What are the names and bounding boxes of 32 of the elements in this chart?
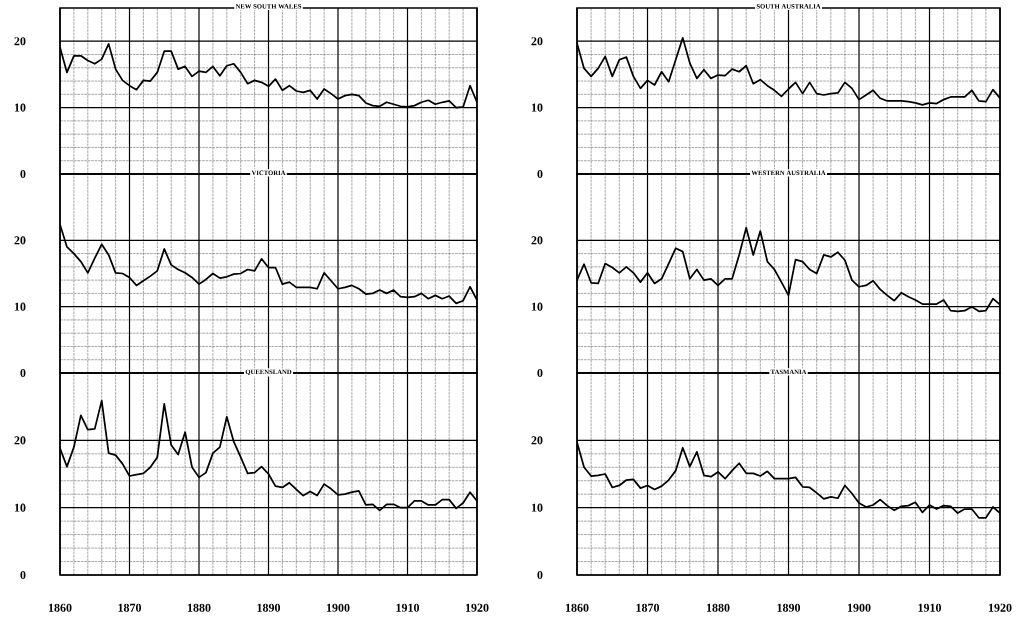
x-tick-label: 1860 [48, 603, 72, 612]
y-tick-label: 20 [14, 236, 26, 245]
y-tick-label: 10 [14, 503, 26, 512]
y-tick-label: 10 [531, 302, 543, 311]
x-tick-label: 1920 [988, 603, 1012, 612]
y-tick-label: 0 [20, 169, 26, 179]
x-tick-label: 1870 [118, 603, 142, 612]
y-tick-label: 10 [14, 302, 26, 311]
y-tick-label: 20 [14, 436, 26, 445]
x-tick-label: 1900 [326, 603, 350, 612]
y-tick-label: 20 [531, 236, 543, 245]
x-tick-label: 1920 [465, 603, 489, 612]
y-tick-label: 20 [531, 436, 543, 445]
y-tick-label: 10 [531, 103, 543, 112]
y-tick-label: 0 [537, 570, 543, 580]
y-tick-label: 20 [14, 37, 26, 46]
y-tick-label: 0 [537, 169, 543, 179]
x-tick-label: 1910 [918, 603, 942, 612]
x-tick-label: 1880 [187, 603, 211, 612]
x-tick-label: 1860 [565, 603, 589, 612]
y-tick-label: 10 [531, 503, 543, 512]
y-tick-label: 0 [537, 368, 543, 378]
x-tick-label: 1890 [777, 603, 801, 612]
y-tick-label: 20 [531, 37, 543, 46]
y-tick-label: 0 [20, 368, 26, 378]
y-tick-label: 10 [14, 103, 26, 112]
x-tick-label: 1880 [706, 603, 730, 612]
x-tick-label: 1870 [636, 603, 660, 612]
y-tick-label: 0 [20, 570, 26, 580]
x-tick-label: 1900 [847, 603, 871, 612]
x-tick-label: 1910 [396, 603, 420, 612]
x-tick-label: 1890 [257, 603, 281, 612]
